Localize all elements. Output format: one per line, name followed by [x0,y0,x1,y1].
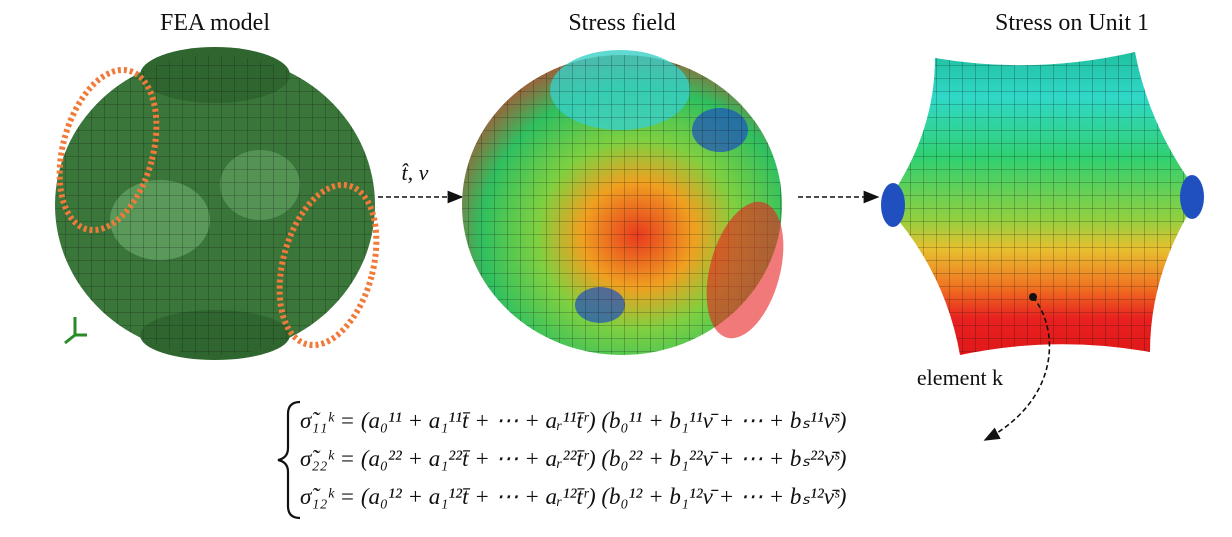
stress-field [462,50,784,355]
brace [277,400,301,520]
equation: σ̃₁₁ᵏ = (a₀¹¹ + a₁¹¹t̄ + ⋯ + aᵣ¹¹t̄ʳ) (b… [300,408,846,433]
panel-title: Stress on Unit 1 [995,10,1149,36]
equation: σ̃₁₂ᵏ = (a₀¹² + a₁¹²t̄ + ⋯ + aᵣ¹²t̄ʳ) (b… [300,484,846,509]
panel-title: FEA model [160,10,270,36]
arrow-label: t̂, ν [401,160,428,185]
panel-title: Stress field [568,10,675,36]
fea-model [55,47,380,360]
element-label: element k [917,365,1003,390]
equation: σ̃₂₂ᵏ = (a₀²² + a₁²²t̄ + ⋯ + aᵣ²²t̄ʳ) (b… [300,446,846,471]
unit-cell [881,52,1204,355]
pointer [983,296,1051,441]
